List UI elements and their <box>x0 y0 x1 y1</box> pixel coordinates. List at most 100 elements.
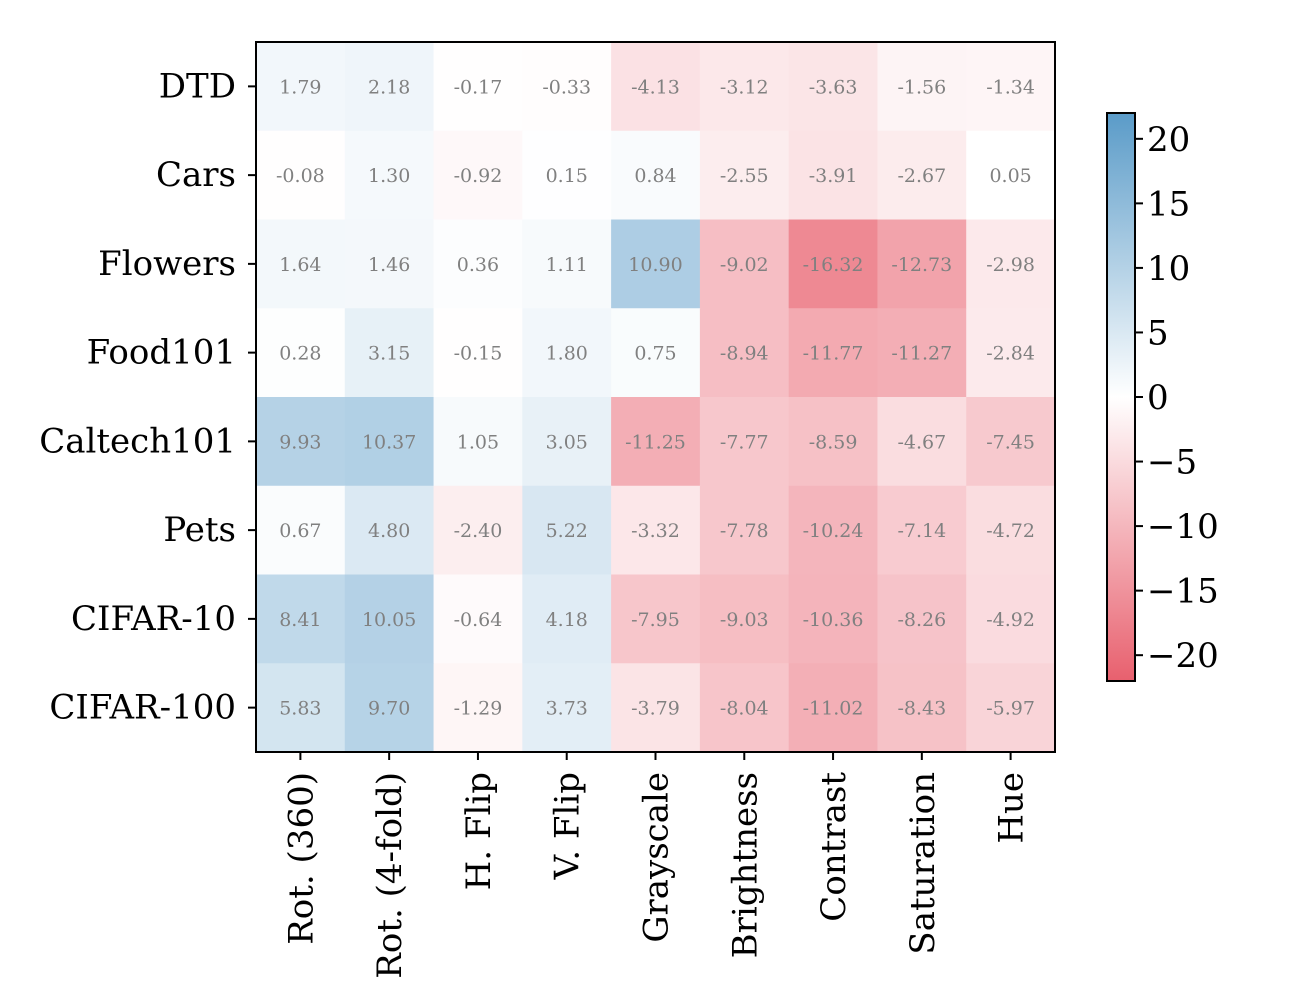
heatmap-cell <box>611 663 701 753</box>
heatmap-cell <box>344 219 435 309</box>
heatmap-cell <box>344 485 435 575</box>
cell-value-label: 0.36 <box>457 254 499 276</box>
heatmap-cell <box>699 42 790 132</box>
heatmap-cell <box>611 308 701 398</box>
heatmap-cell <box>433 485 523 575</box>
heatmap-cell <box>433 574 523 664</box>
cell-value-label: -8.94 <box>720 343 769 365</box>
column-axis: Rot. (360) Rot. (4-fold) H. Flip V. Flip Gra… <box>281 752 1032 979</box>
row-label: CIFAR-100 <box>49 688 236 728</box>
heatmap-cell <box>256 663 346 753</box>
cell-value-label: 9.93 <box>279 431 321 453</box>
colorbar <box>1106 112 1136 682</box>
heatmap-cell <box>522 130 612 220</box>
colorbar-ticks: 20 15 10 5 0 −5 −10 −15 −20 <box>1135 120 1219 676</box>
heatmap-cell <box>877 663 967 753</box>
heatmap-cell <box>877 485 967 575</box>
cell-value-label: -3.12 <box>720 76 769 98</box>
colorbar-tick-label: −10 <box>1147 507 1219 547</box>
cell-value-label: -0.17 <box>454 76 503 98</box>
heatmap-cell <box>256 219 346 309</box>
heatmap-cell <box>966 397 1056 487</box>
heatmap-cell <box>256 42 346 132</box>
heatmap-cell <box>611 574 701 664</box>
cell-value-label: -0.64 <box>454 609 503 631</box>
heatmap-cell <box>699 130 790 220</box>
cell-value-label: 0.05 <box>989 165 1031 187</box>
cell-value-label: 1.11 <box>546 254 588 276</box>
cell-value-label: -7.95 <box>631 609 680 631</box>
heatmap-cell <box>788 574 878 664</box>
heatmap-cell <box>344 308 435 398</box>
cell-value-label: -2.67 <box>897 165 946 187</box>
cell-value-label: 0.28 <box>279 343 321 365</box>
heatmap-cell <box>522 308 612 398</box>
heatmap-cell <box>344 42 435 132</box>
column-label: Contrast <box>814 772 854 922</box>
heatmap-cell <box>699 397 790 487</box>
heatmap-cell <box>344 130 435 220</box>
colorbar-tick-label: −20 <box>1147 636 1219 676</box>
heatmap-cell <box>788 130 878 220</box>
cell-value-label: -7.14 <box>897 520 946 542</box>
cell-value-label: 8.41 <box>279 609 321 631</box>
cell-value-label: 2.18 <box>368 76 410 98</box>
heatmap-cell <box>522 574 612 664</box>
cell-value-label: 10.90 <box>628 254 682 276</box>
column-label: V. Flip <box>548 772 588 880</box>
cell-value-label: 1.30 <box>368 165 410 187</box>
heatmap-cell <box>966 308 1056 398</box>
cell-value-label: -3.91 <box>809 165 858 187</box>
cell-value-label: 0.75 <box>634 343 676 365</box>
cell-value-label: -10.24 <box>803 520 864 542</box>
colorbar-tick-label: 15 <box>1147 184 1190 224</box>
column-label: Grayscale <box>637 772 677 943</box>
heatmap-cell <box>611 485 701 575</box>
heatmap-cell <box>788 397 878 487</box>
heatmap-cell <box>522 219 612 309</box>
heatmap-cell <box>611 219 701 309</box>
cell-value-label: -1.29 <box>454 698 503 720</box>
column-label: Saturation <box>903 772 943 955</box>
cell-value-label: 4.80 <box>368 520 410 542</box>
cell-value-label: -3.32 <box>631 520 680 542</box>
cell-value-label: -4.72 <box>986 520 1035 542</box>
heatmap-cell <box>611 130 701 220</box>
cell-value-label: -0.15 <box>454 343 503 365</box>
row-label: Food101 <box>87 333 236 373</box>
row-label: CIFAR-10 <box>71 599 236 639</box>
heatmap-cell <box>433 397 523 487</box>
cell-value-label: 0.15 <box>546 165 588 187</box>
cell-value-label: -11.77 <box>803 343 864 365</box>
heatmap-cell <box>611 42 701 132</box>
cell-value-label: -7.77 <box>720 431 769 453</box>
cell-value-label: -9.03 <box>720 609 769 631</box>
heatmap-cell <box>433 42 523 132</box>
heatmap-cell <box>966 574 1056 664</box>
cell-value-label: -4.92 <box>986 609 1035 631</box>
cell-value-label: -2.55 <box>720 165 769 187</box>
cell-value-label: 3.15 <box>368 343 410 365</box>
colorbar-tick-label: 20 <box>1147 120 1190 160</box>
heatmap-cell <box>788 42 878 132</box>
cell-value-label: -0.92 <box>454 165 503 187</box>
heatmap-cell <box>433 219 523 309</box>
heatmap-cell <box>788 663 878 753</box>
heatmap-cell <box>256 574 346 664</box>
heatmap-cell <box>256 397 346 487</box>
heatmap-cell <box>877 130 967 220</box>
cell-value-label: -1.56 <box>897 76 946 98</box>
heatmap-cell <box>611 397 701 487</box>
row-axis: DTD Cars Flowers Food101 Caltech101 Pets CIFAR… <box>39 66 256 728</box>
row-label: Caltech101 <box>39 421 236 461</box>
column-label: Hue <box>992 772 1032 844</box>
heatmap-cell <box>877 397 967 487</box>
heatmap-cell <box>344 574 435 664</box>
colorbar-tick-label: 5 <box>1147 313 1169 353</box>
cell-value-label: -10.36 <box>803 609 864 631</box>
heatmap-cell <box>699 219 790 309</box>
cell-value-label: -11.02 <box>803 698 864 720</box>
heatmap-cell-labels: 1.79 2.18 -0.17 -0.33 -4.13 -3.12 -3.63 -1.56 -1… <box>276 76 1035 719</box>
heatmap-cell <box>788 308 878 398</box>
cell-value-label: 0.67 <box>279 520 321 542</box>
